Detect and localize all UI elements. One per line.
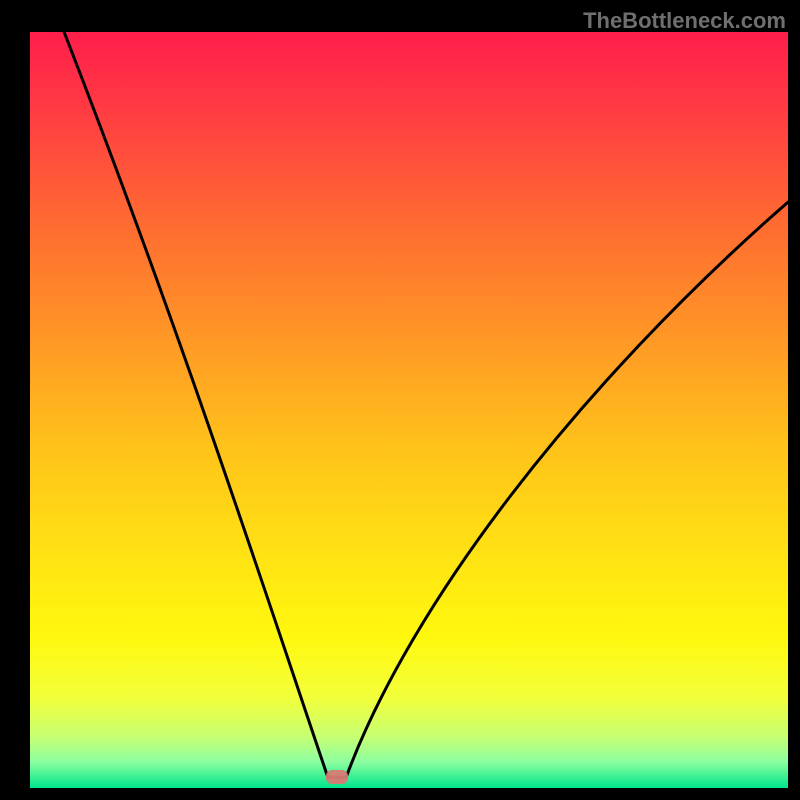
notch-marker [326, 770, 348, 784]
watermark-text: TheBottleneck.com [583, 8, 786, 34]
bottleneck-curve [64, 32, 788, 777]
plot-area [30, 32, 788, 788]
curve-svg [30, 32, 788, 788]
